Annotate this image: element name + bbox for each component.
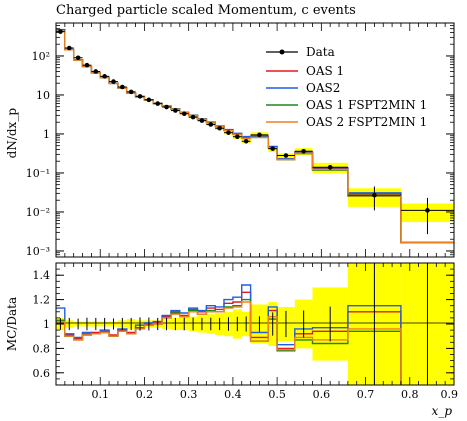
main-y-tick-label: 10²: [32, 50, 50, 63]
main-y-tick-label: 10⁻¹: [26, 167, 50, 180]
ratio-y-tick-label: 1.4: [33, 269, 51, 282]
data-point: [226, 130, 231, 135]
x-tick-label: 0.4: [224, 388, 242, 401]
data-point: [93, 69, 99, 74]
data-point: [102, 74, 107, 79]
data-point: [235, 134, 240, 140]
legend-label-data: Data: [306, 45, 335, 59]
ratio-y-tick-label: 0.6: [33, 367, 51, 380]
x-tick-label: 0.7: [357, 388, 375, 401]
series-line-oas2: [56, 28, 454, 244]
data-point: [283, 153, 289, 158]
data-point: [155, 101, 161, 106]
data-point: [164, 104, 169, 110]
series-line-oas-2-fspt2min-1: [56, 30, 454, 244]
data-point: [243, 138, 249, 144]
data-point: [199, 118, 205, 123]
data-point: [327, 164, 333, 170]
data-point: [181, 111, 187, 117]
chart-title: Charged particle scaled Momentum, c even…: [56, 3, 356, 18]
data-point: [128, 89, 134, 95]
main-y-tick-label: 10⁻²: [26, 206, 50, 219]
x-tick-label: 0.9: [441, 388, 459, 401]
main-plot-frame: [55, 22, 455, 258]
legend-label-oas-1: OAS 1: [306, 64, 344, 78]
x-tick-label: 0.5: [268, 388, 286, 401]
data-point: [58, 29, 63, 34]
x-tick-label: 0.6: [313, 388, 331, 401]
data-point: [425, 208, 430, 213]
ratio-y-tick-label: 0.8: [33, 342, 51, 355]
data-point: [270, 146, 275, 151]
x-tick-label: 0.1: [91, 388, 109, 401]
data-point: [301, 148, 306, 154]
data-point: [372, 192, 377, 198]
data-point: [66, 45, 72, 51]
ratio-y-axis-label: MC/Data: [5, 297, 19, 351]
data-point: [146, 97, 152, 103]
data-point: [173, 108, 178, 113]
x-tick-label: 0.2: [136, 388, 154, 401]
main-y-tick-label: 10: [36, 89, 50, 102]
data-point: [120, 84, 125, 90]
ratio-y-tick-label: 1: [43, 318, 50, 331]
data-point: [84, 62, 90, 68]
data-point: [208, 122, 214, 127]
data-point: [75, 55, 81, 61]
main-y-tick-label: 10⁻³: [26, 245, 50, 258]
data-point: [217, 125, 222, 131]
x-tick-label: 0.3: [180, 388, 198, 401]
x-tick-label: 0.8: [401, 388, 419, 401]
data-point: [137, 94, 143, 99]
data-point: [190, 114, 196, 120]
ratio-line-oas-2-fspt2min-1: [56, 301, 402, 385]
data-point: [257, 132, 262, 138]
main-y-axis-label: dN/dx_p: [5, 108, 19, 159]
legend-marker-data: [279, 49, 285, 55]
data-point: [111, 79, 116, 84]
ratio-y-tick-label: 1.2: [33, 294, 51, 307]
main-y-tick-label: 1: [43, 128, 50, 141]
legend-label-oas2: OAS2: [306, 81, 340, 95]
legend-label-oas-2-fspt2min-1: OAS 2 FSPT2MIN 1: [306, 115, 427, 129]
x-axis-label: x_p: [432, 404, 453, 418]
legend-label-oas-1-fspt2min-1: OAS 1 FSPT2MIN 1: [306, 98, 427, 112]
